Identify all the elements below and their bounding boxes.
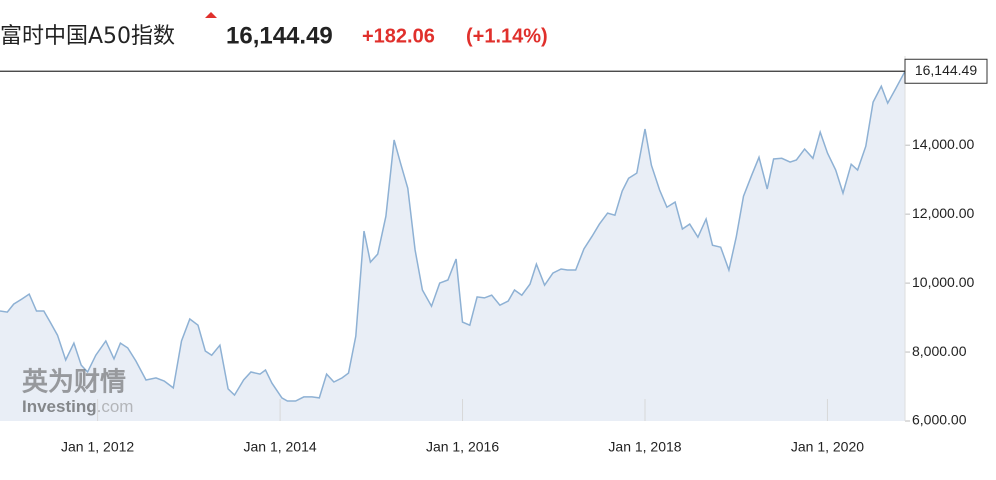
y-tick-label: 14,000.00 xyxy=(912,136,974,152)
watermark-site-name: Investing xyxy=(22,397,97,416)
watermark: 英为财情 Investing.com xyxy=(22,368,133,417)
x-tick-label: Jan 1, 2018 xyxy=(608,439,681,455)
x-tick-label: Jan 1, 2014 xyxy=(243,439,316,455)
change: +182.06 xyxy=(362,25,435,47)
watermark-site: Investing.com xyxy=(22,397,133,416)
last-price-label: 16,144.49 xyxy=(915,62,977,78)
y-tick-label: 8,000.00 xyxy=(912,343,967,359)
up-arrow xyxy=(205,12,217,18)
watermark-site-domain: .com xyxy=(97,397,134,416)
last-price-box xyxy=(904,58,988,84)
chart-title: 富时中国A50指数 xyxy=(0,24,175,49)
watermark-brand: 英为财情 xyxy=(22,368,126,398)
x-tick-label: Jan 1, 2016 xyxy=(426,439,499,455)
y-tick-label: 12,000.00 xyxy=(912,205,974,221)
area-fill xyxy=(0,71,905,422)
price: 16,144.49 xyxy=(226,22,333,49)
change-percent: (+1.14%) xyxy=(466,25,548,47)
y-tick-label: 6,000.00 xyxy=(912,412,967,428)
x-tick-label: Jan 1, 2012 xyxy=(61,439,134,455)
price-line xyxy=(0,70,906,402)
y-tick-label: 10,000.00 xyxy=(912,274,974,290)
x-tick-label: Jan 1, 2020 xyxy=(791,439,864,455)
